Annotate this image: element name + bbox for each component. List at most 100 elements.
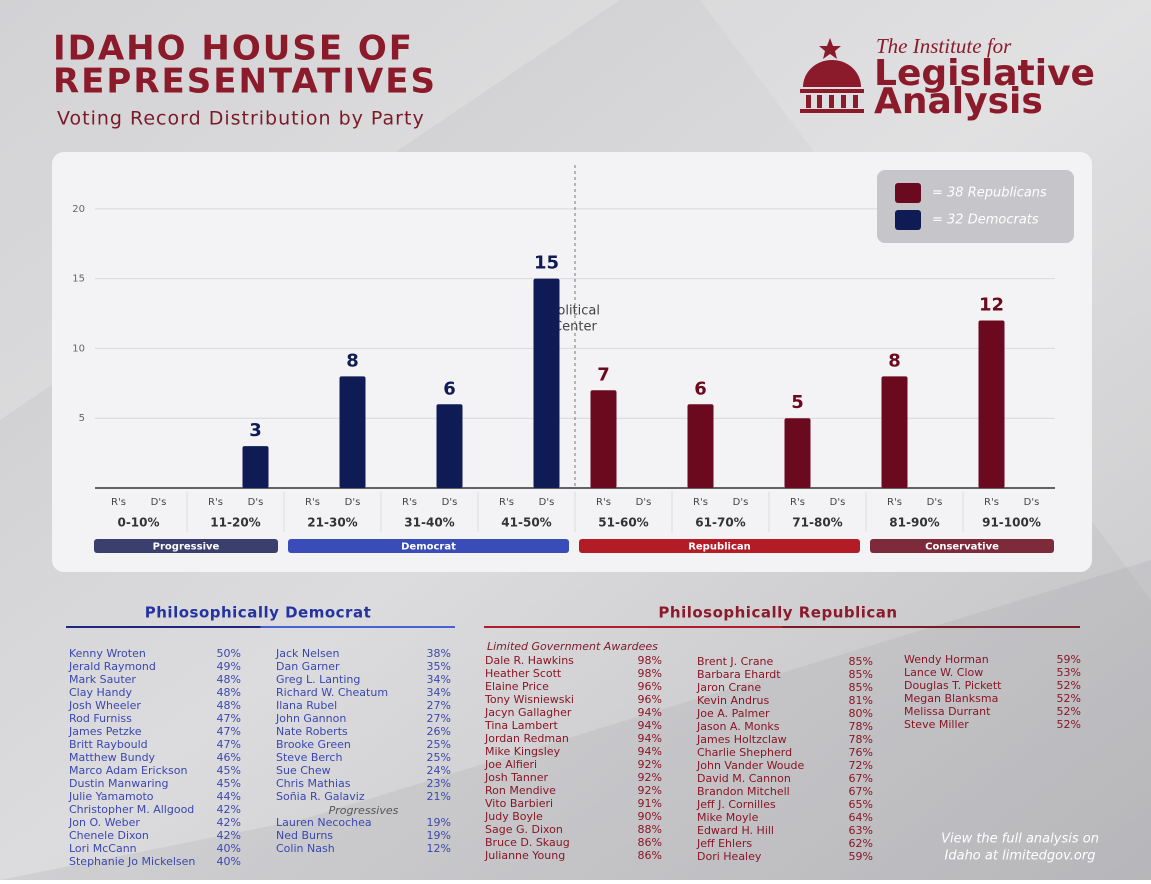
member-name: Ilana Rubel <box>276 699 337 712</box>
group-label: Republican <box>688 542 751 553</box>
member-score: 64% <box>849 811 873 824</box>
value-label: 7 <box>597 364 610 385</box>
annotation: Political <box>550 304 600 319</box>
member-score: 85% <box>849 655 873 668</box>
list-subheading: Limited Government Awardees <box>487 640 658 653</box>
member-score: 94% <box>638 732 662 745</box>
member-score: 98% <box>638 654 662 667</box>
member-name: Ron Mendive <box>485 784 556 797</box>
y-tick-label: 10 <box>72 343 85 354</box>
title: REPRESENTATIVES <box>53 62 437 102</box>
member-score: 52% <box>1057 679 1081 692</box>
member-score: 44% <box>217 790 241 803</box>
member-score: 59% <box>1057 653 1081 666</box>
legend-box <box>877 170 1074 243</box>
x-tick-label: 61-70% <box>695 516 745 530</box>
bar <box>436 404 463 488</box>
member-name: John Gannon <box>275 712 346 725</box>
member-score: 86% <box>638 849 662 862</box>
member-score: 50% <box>217 647 241 660</box>
sub-label: D's <box>539 497 555 508</box>
member-name: Marco Adam Erickson <box>69 764 187 777</box>
group-band <box>94 539 278 553</box>
member-score: 98% <box>638 667 662 680</box>
member-score: 85% <box>849 681 873 694</box>
member-name: Richard W. Cheatum <box>276 686 388 699</box>
member-score: 67% <box>849 772 873 785</box>
member-name: Josh Tanner <box>484 771 549 784</box>
group-band <box>288 539 569 553</box>
member-score: 72% <box>849 759 873 772</box>
bar <box>533 278 560 488</box>
sub-label: D's <box>345 497 361 508</box>
sub-label: D's <box>733 497 749 508</box>
member-score: 38% <box>427 647 451 660</box>
sub-label: R's <box>984 497 999 508</box>
member-score: 40% <box>217 855 241 868</box>
member-score: 25% <box>427 751 451 764</box>
x-tick-label: 81-90% <box>889 516 939 530</box>
member-score: 78% <box>849 733 873 746</box>
member-name: Lance W. Clow <box>904 666 983 679</box>
member-score: 23% <box>427 777 451 790</box>
sub-label: D's <box>442 497 458 508</box>
value-label: 8 <box>346 350 359 371</box>
member-score: 86% <box>638 836 662 849</box>
sub-label: D's <box>151 497 167 508</box>
member-name: Mark Sauter <box>69 673 136 686</box>
member-name: Christopher M. Allgood <box>69 803 194 816</box>
sub-label: R's <box>499 497 514 508</box>
member-score: 52% <box>1057 692 1081 705</box>
member-name: Steve Berch <box>276 751 342 764</box>
member-name: Colin Nash <box>276 842 335 855</box>
member-score: 46% <box>217 751 241 764</box>
member-name: Barbara Ehardt <box>697 668 781 681</box>
bar <box>590 390 617 488</box>
logo-text: Legislative <box>874 53 1095 94</box>
legend-swatch <box>895 210 921 230</box>
member-score: 52% <box>1057 718 1081 731</box>
member-score: 85% <box>849 668 873 681</box>
member-score: 63% <box>849 824 873 837</box>
member-name: Joe Alfieri <box>484 758 537 771</box>
member-name: Jaron Crane <box>696 681 761 694</box>
member-name: Greg L. Lanting <box>276 673 360 686</box>
member-name: Dale R. Hawkins <box>485 654 574 667</box>
bar <box>242 446 269 488</box>
member-name: Sue Chew <box>276 764 331 777</box>
y-tick-label: 5 <box>79 413 85 424</box>
value-label: 3 <box>249 420 262 441</box>
sub-label: D's <box>248 497 264 508</box>
value-label: 5 <box>791 392 804 413</box>
value-label: 6 <box>443 378 456 399</box>
legend-label: = 32 Democrats <box>932 213 1039 228</box>
value-label: 6 <box>694 378 707 399</box>
x-tick-label: 71-80% <box>792 516 842 530</box>
bar <box>881 376 908 488</box>
member-score: 47% <box>217 725 241 738</box>
member-score: 62% <box>849 837 873 850</box>
member-score: 80% <box>849 707 873 720</box>
member-score: 65% <box>849 798 873 811</box>
legend-swatch <box>895 183 921 203</box>
member-score: 94% <box>638 706 662 719</box>
member-score: 35% <box>427 660 451 673</box>
bar <box>339 376 366 488</box>
member-score: 47% <box>217 738 241 751</box>
value-label: 15 <box>534 253 559 274</box>
sub-label: R's <box>596 497 611 508</box>
chart-card <box>52 152 1092 572</box>
member-name: Charlie Shepherd <box>697 746 792 759</box>
member-name: Edward H. Hill <box>697 824 774 837</box>
member-name: Dori Healey <box>697 850 762 863</box>
value-label: 8 <box>888 350 901 371</box>
member-name: Tony Wisniewski <box>484 693 574 706</box>
member-score: 48% <box>217 686 241 699</box>
member-name: Kenny Wroten <box>69 647 146 660</box>
member-score: 47% <box>217 712 241 725</box>
member-name: Jason A. Monks <box>696 720 780 733</box>
member-score: 67% <box>849 785 873 798</box>
sub-label: R's <box>402 497 417 508</box>
